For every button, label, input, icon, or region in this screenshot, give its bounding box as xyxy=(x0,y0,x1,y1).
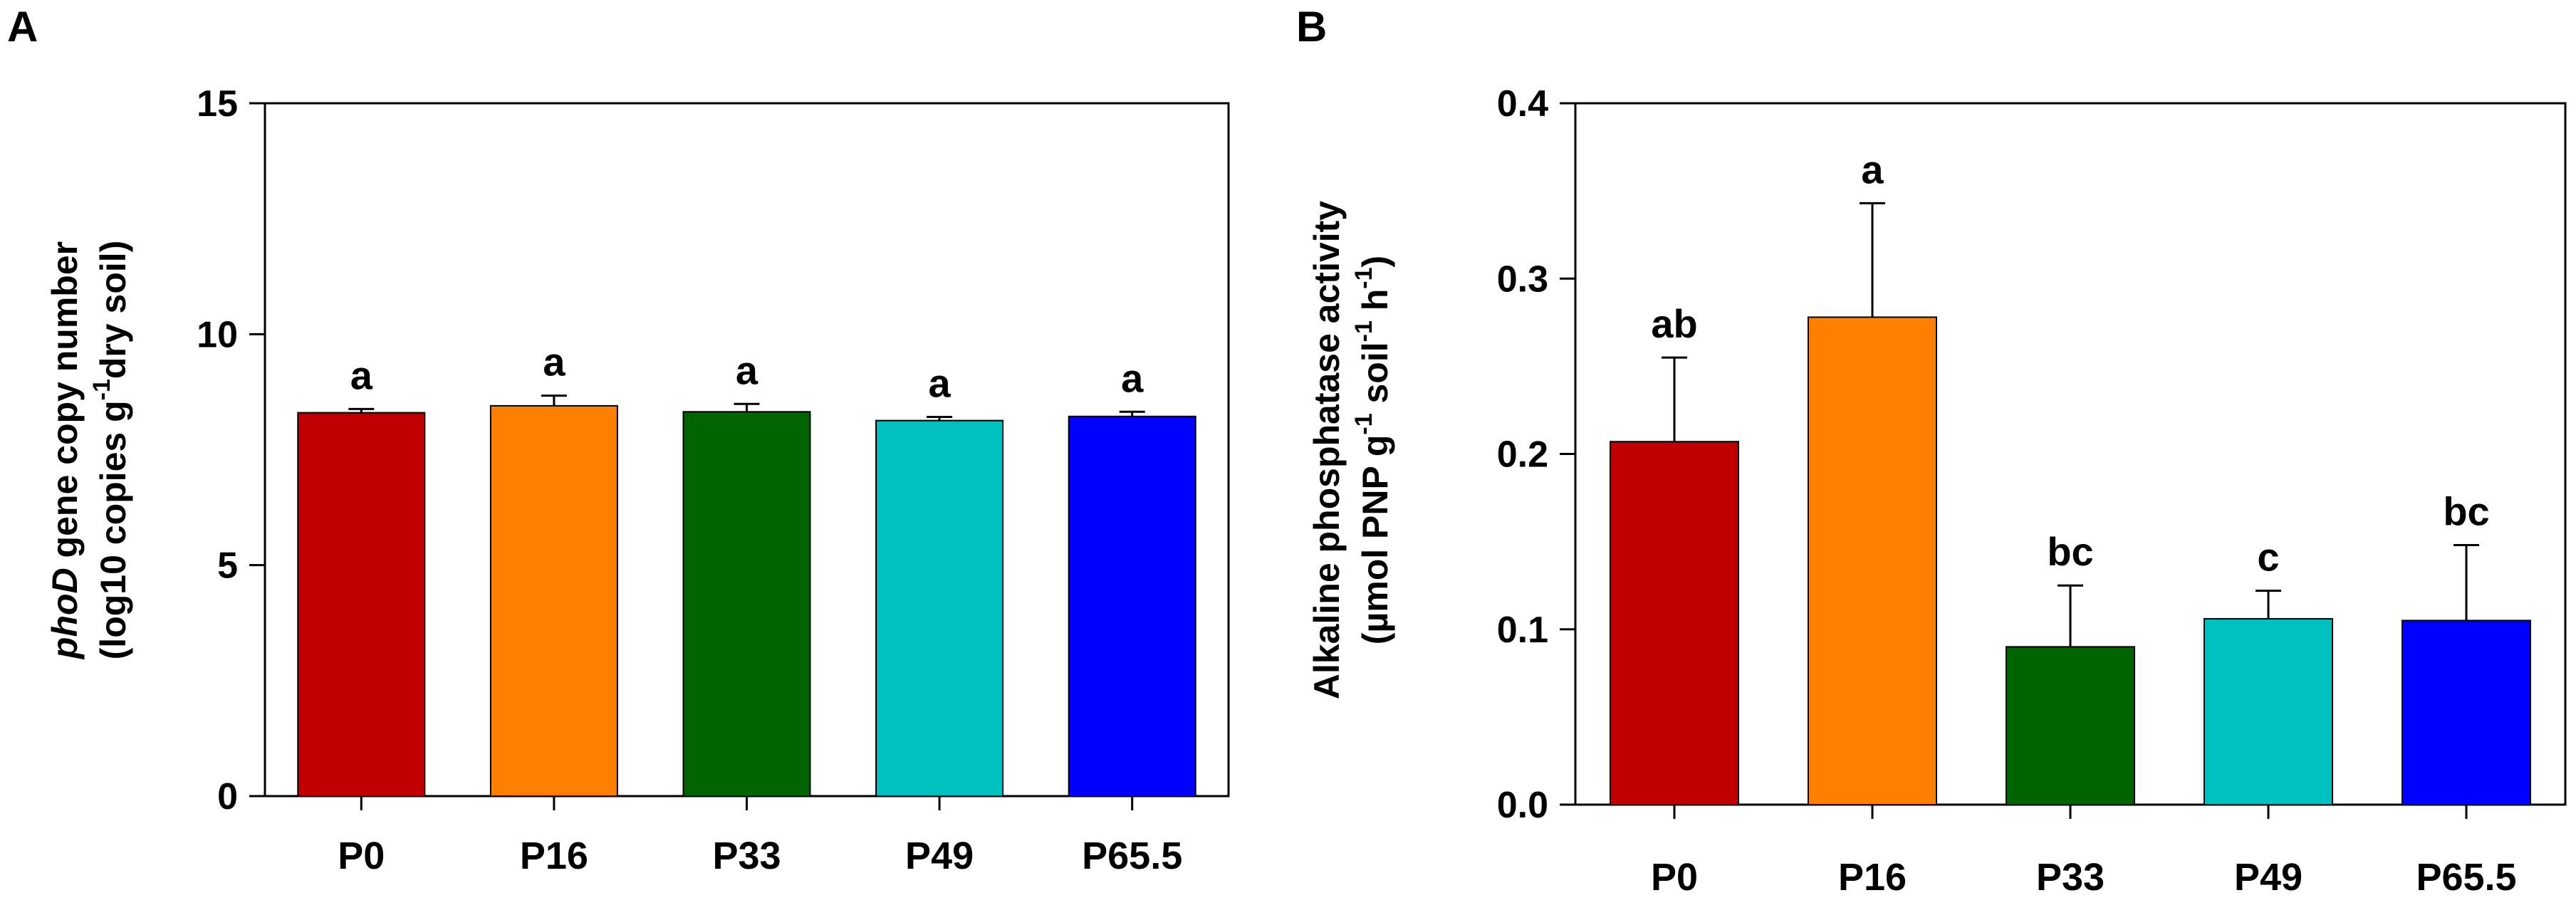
y-title-a-line1: phoD gene copy number xyxy=(45,241,85,660)
y-tick-label: 0 xyxy=(217,776,238,817)
y-title-b-line1: Alkaline phosphatase activity xyxy=(1307,201,1347,699)
y-tick-label: 5 xyxy=(217,545,238,587)
x-axis-a: P0 P16 P33 P49 P65.5 xyxy=(338,796,1182,877)
x-tick-label: P0 xyxy=(1651,856,1698,899)
bar-p65-5 xyxy=(1068,415,1196,797)
y-tick-label: 15 xyxy=(197,83,238,125)
significance-label: a xyxy=(350,352,373,397)
bar-p33 xyxy=(2006,646,2135,805)
x-axis-b: P0 P16 P33 P49 P65.5 xyxy=(1651,805,2517,899)
y-tick-label: 0.3 xyxy=(1497,258,1548,300)
bar-p0 xyxy=(297,412,426,797)
y-axis-b: 0.0 0.1 0.2 0.3 0.4 xyxy=(1497,83,1575,826)
y-tick-label: 0.4 xyxy=(1497,83,1548,125)
x-tick-label: P49 xyxy=(905,835,974,877)
significance-label: ab xyxy=(1651,301,1697,346)
bar-p65-5 xyxy=(2402,620,2531,805)
y-axis-a: 0 5 10 15 xyxy=(197,83,265,817)
significance-label: bc xyxy=(2443,489,2489,534)
significance-label: a xyxy=(1861,147,1884,192)
x-tick-label: P33 xyxy=(712,835,781,877)
y-tick-label: 0.2 xyxy=(1497,434,1548,476)
bar-p33 xyxy=(682,411,811,797)
x-tick-label: P0 xyxy=(338,835,385,877)
x-tick-label: P65.5 xyxy=(2416,856,2516,899)
x-tick-label: P49 xyxy=(2234,856,2303,899)
bar-p16 xyxy=(489,404,618,797)
significance-label: bc xyxy=(2047,529,2093,574)
panel-b: B 0.0 0.1 0.2 0.3 0.4 ab a bc c bc P0 P16 P33 P49 P6… xyxy=(1296,3,2567,899)
bar-p0 xyxy=(1610,441,1739,805)
panel-letter-a: A xyxy=(7,3,38,51)
significance-label: a xyxy=(736,347,758,392)
bar-p49 xyxy=(2204,617,2333,805)
y-axis-title-b: Alkaline phosphatase activity (µmol PNP … xyxy=(1307,201,1395,699)
y-tick-label: 0.0 xyxy=(1497,785,1548,826)
x-tick-label: P16 xyxy=(1838,856,1907,899)
x-tick-label: P65.5 xyxy=(1082,835,1182,877)
y-tick-label: 0.1 xyxy=(1497,610,1548,651)
bar-p49 xyxy=(875,419,1004,797)
panel-a: A 0 5 10 15 a a a a a P0 P16 P33 P49 P65.5 phoD gen… xyxy=(7,3,1230,877)
y-axis-title-a: phoD gene copy number (log10 copies g-1d… xyxy=(45,241,133,660)
y-tick-label: 10 xyxy=(197,314,238,355)
panel-letter-b: B xyxy=(1296,3,1327,51)
y-title-a-line2: (log10 copies g-1dry soil) xyxy=(88,241,133,660)
significance-label: a xyxy=(1121,355,1144,400)
significance-label: a xyxy=(543,340,565,385)
significance-label: a xyxy=(929,360,951,405)
y-title-b-line2: (µmol PNP g-1 soil-1 h-1) xyxy=(1350,256,1395,644)
x-tick-label: P33 xyxy=(2036,856,2105,899)
bar-p16 xyxy=(1808,316,1937,805)
bars-b: ab a bc c bc xyxy=(1610,147,2531,805)
significance-label: c xyxy=(2257,535,2279,580)
x-tick-label: P16 xyxy=(520,835,588,877)
